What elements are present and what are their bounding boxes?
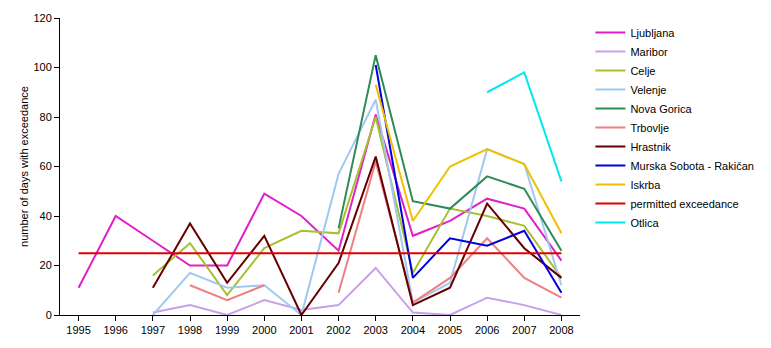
svg-text:2008: 2008 [549, 324, 573, 336]
svg-text:1995: 1995 [66, 324, 90, 336]
svg-text:number of days with exceedance: number of days with exceedance [18, 86, 30, 247]
svg-text:0: 0 [46, 309, 52, 321]
svg-text:1998: 1998 [178, 324, 202, 336]
svg-text:2001: 2001 [289, 324, 313, 336]
svg-text:Velenje: Velenje [630, 84, 666, 96]
svg-text:Murska Sobota - Rakičan: Murska Sobota - Rakičan [630, 160, 754, 172]
svg-text:1996: 1996 [103, 324, 127, 336]
svg-text:120: 120 [33, 12, 51, 24]
svg-text:100: 100 [33, 61, 51, 73]
svg-text:Trbovlje: Trbovlje [630, 122, 669, 134]
svg-text:Hrastnik: Hrastnik [630, 141, 671, 153]
svg-text:2005: 2005 [438, 324, 462, 336]
svg-text:Ljubljana: Ljubljana [630, 27, 675, 39]
svg-text:1997: 1997 [141, 324, 165, 336]
svg-text:1999: 1999 [215, 324, 239, 336]
svg-text:Nova Gorica: Nova Gorica [630, 103, 692, 115]
svg-text:permitted exceedance: permitted exceedance [630, 198, 738, 210]
svg-text:Otlica: Otlica [630, 217, 659, 229]
svg-text:40: 40 [40, 210, 52, 222]
svg-text:Celje: Celje [630, 65, 655, 77]
svg-text:2004: 2004 [401, 324, 425, 336]
svg-text:60: 60 [40, 160, 52, 172]
svg-text:2002: 2002 [326, 324, 350, 336]
svg-text:80: 80 [40, 111, 52, 123]
svg-text:Iskrba: Iskrba [630, 179, 661, 191]
svg-text:2003: 2003 [363, 324, 387, 336]
svg-text:20: 20 [40, 259, 52, 271]
svg-text:2000: 2000 [252, 324, 276, 336]
svg-text:2006: 2006 [475, 324, 499, 336]
svg-text:Maribor: Maribor [630, 46, 668, 58]
svg-text:2007: 2007 [512, 324, 536, 336]
